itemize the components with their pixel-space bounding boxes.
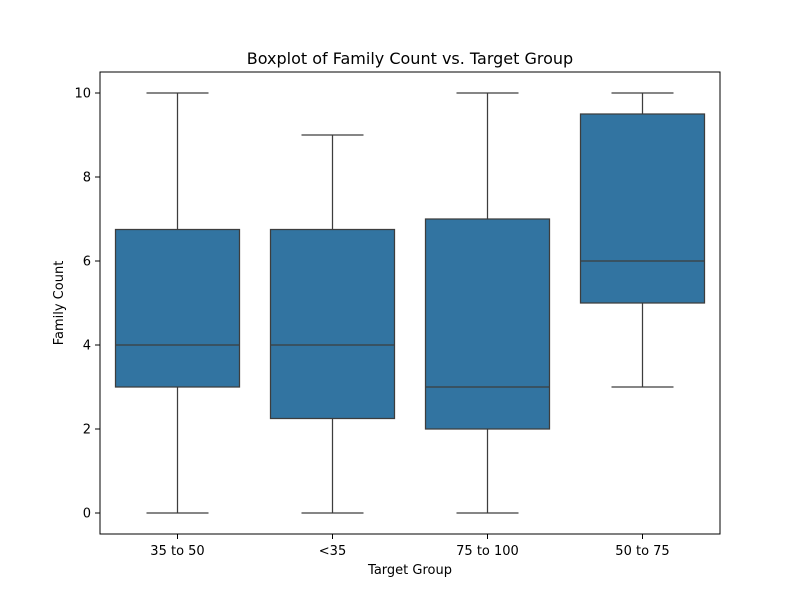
box-body	[269, 228, 396, 420]
box-body	[579, 113, 706, 304]
y-tick-label: 2	[83, 423, 91, 438]
y-axis-label: Family Count	[52, 261, 67, 346]
x-tick-label: <35	[319, 544, 346, 559]
y-tick-label: 10	[74, 87, 91, 102]
box-group	[114, 92, 241, 514]
plot-marks	[114, 92, 706, 514]
y-tick-label: 4	[83, 339, 91, 354]
y-tick-label: 6	[83, 255, 91, 270]
x-axis-label: Target Group	[367, 563, 452, 578]
y-tick-label: 0	[83, 507, 91, 522]
box-body	[114, 228, 241, 388]
x-tick-label: 35 to 50	[150, 544, 204, 559]
x-tick-label: 50 to 75	[615, 544, 669, 559]
box-group	[269, 134, 396, 514]
y-tick-label: 8	[83, 171, 91, 186]
x-axis: 35 to 50 <35 75 to 100 50 to 75	[150, 534, 670, 559]
x-tick-label: 75 to 100	[456, 544, 519, 559]
box-group	[579, 92, 706, 388]
axes-frame	[99, 71, 721, 535]
box-group	[424, 92, 551, 514]
chart-title: Boxplot of Family Count vs. Target Group	[247, 49, 573, 68]
box-body	[424, 218, 551, 430]
y-axis: 0 2 4 6 8 10	[74, 87, 100, 522]
